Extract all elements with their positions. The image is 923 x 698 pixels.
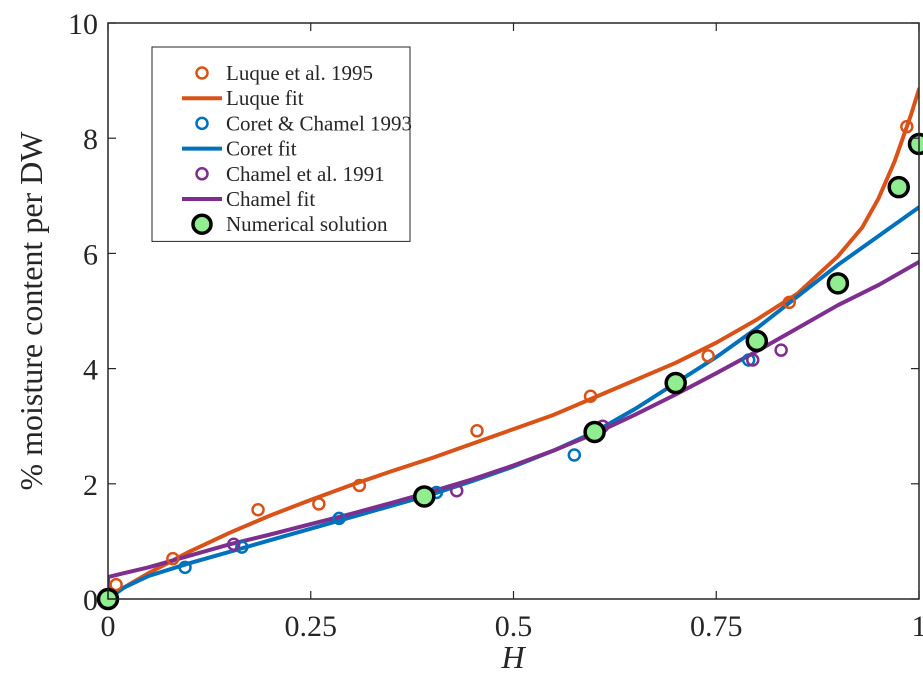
x-axis-title: H <box>500 639 526 675</box>
x-tick-label: 0 <box>101 610 116 643</box>
legend-label-chamel-fit: Chamel fit <box>226 187 315 211</box>
data-point-chamel-et-al-1991 <box>745 353 760 367</box>
data-point-numerical-solution <box>826 272 850 295</box>
data-point-coret-chamel-1993 <box>567 448 582 462</box>
y-tick-label: 6 <box>83 238 98 271</box>
x-tick-label: 1 <box>912 610 923 643</box>
y-tick-label: 0 <box>83 584 98 617</box>
data-point-luque-et-al-1995 <box>782 295 796 310</box>
legend-swatch-luque-et-al-1995 <box>195 66 209 80</box>
legend-label-luque-et-al-1995: Luque et al. 1995 <box>226 61 373 85</box>
fit-lines <box>108 87 919 601</box>
series-line-luque-fit <box>108 87 919 601</box>
x-tick-label: 0.75 <box>690 610 743 643</box>
data-point-luque-et-al-1995 <box>701 349 715 363</box>
y-tick-label: 8 <box>83 123 98 156</box>
legend-label-luque-fit: Luque fit <box>226 86 304 110</box>
data-point-coret-chamel-1993 <box>235 540 249 554</box>
legend-label-coret-chamel-1993: Coret & Chamel 1993 <box>226 111 412 135</box>
data-point-luque-et-al-1995 <box>352 478 367 493</box>
series-line-chamel-fit <box>108 260 919 596</box>
data-point-numerical-solution <box>413 485 436 508</box>
data-point-numerical-solution <box>907 132 923 156</box>
data-point-luque-et-al-1995 <box>470 424 484 438</box>
data-point-luque-et-al-1995 <box>109 577 123 592</box>
data-point-chamel-et-al-1991 <box>449 483 464 498</box>
data-point-chamel-et-al-1991 <box>774 343 788 357</box>
data-point-luque-et-al-1995 <box>583 389 598 403</box>
data-point-numerical-solution <box>583 420 606 444</box>
legend-label-coret-fit: Coret fit <box>226 137 297 161</box>
data-point-numerical-solution <box>745 329 769 353</box>
legend-label-numerical-solution: Numerical solution <box>226 212 388 236</box>
data-point-numerical-solution <box>664 371 687 395</box>
legend-label-chamel-et-al-1991: Chamel et al. 1991 <box>226 162 385 186</box>
data-point-coret-chamel-1993 <box>178 560 192 575</box>
x-tick-label: 0.5 <box>495 610 533 643</box>
y-tick-label: 4 <box>83 354 98 387</box>
data-markers <box>96 119 923 611</box>
legend-swatch-numerical-solution <box>191 213 213 235</box>
y-axis-title: % moisture content per DW <box>13 131 49 491</box>
data-point-coret-chamel-1993 <box>332 511 346 526</box>
y-tick-label: 2 <box>83 469 98 502</box>
data-point-coret-chamel-1993 <box>741 353 756 367</box>
data-point-luque-et-al-1995 <box>312 497 326 511</box>
legend-box <box>151 46 411 242</box>
data-point-luque-et-al-1995 <box>900 119 914 134</box>
y-tick-label: 10 <box>68 8 98 41</box>
data-point-chamel-et-al-1991 <box>226 537 241 552</box>
data-point-luque-et-al-1995 <box>166 551 180 566</box>
legend-swatch-chamel-et-al-1991 <box>195 167 209 181</box>
x-tick-label: 0.25 <box>285 610 338 643</box>
data-point-numerical-solution <box>887 175 910 199</box>
data-point-luque-et-al-1995 <box>251 502 265 517</box>
legend-swatch-coret-chamel-1993 <box>195 116 209 131</box>
